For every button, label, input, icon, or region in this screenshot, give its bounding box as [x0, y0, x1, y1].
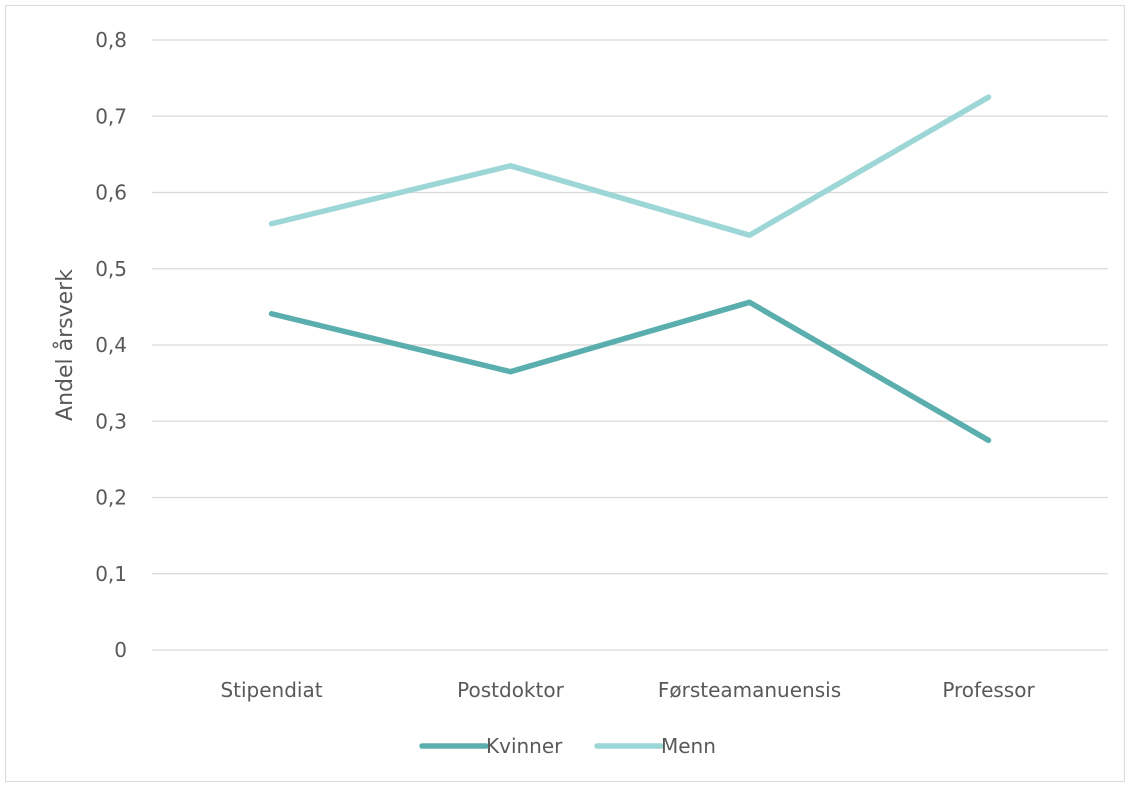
legend-label: Menn	[661, 734, 716, 758]
chart-frame	[5, 5, 1125, 782]
y-tick-label: 0,3	[95, 409, 127, 433]
x-axis-tick-labels: Stipendiat Postdoktor Førsteamanuensis Prof…	[220, 678, 1035, 702]
y-tick-label: 0,1	[95, 562, 127, 586]
series-lines	[268, 94, 992, 444]
x-tick-label: Førsteamanuensis	[658, 678, 841, 702]
legend: Kvinner Menn	[419, 734, 716, 758]
x-tick-label: Postdoktor	[457, 678, 564, 702]
y-tick-label: 0,2	[95, 486, 127, 510]
y-tick-label: 0,6	[95, 181, 127, 205]
gridlines	[152, 39, 1108, 651]
y-tick-label: 0,7	[95, 104, 127, 128]
x-tick-label: Professor	[942, 678, 1035, 702]
series-line-kvinner	[268, 299, 992, 444]
series-line-menn	[268, 94, 992, 238]
legend-item-kvinner: Kvinner	[419, 734, 563, 758]
y-axis-tick-labels: 0 0,1 0,2 0,3 0,4 0,5 0,6 0,7 0,8	[95, 28, 127, 662]
y-tick-label: 0,4	[95, 333, 127, 357]
y-tick-label: 0,8	[95, 28, 127, 52]
x-tick-label: Stipendiat	[220, 678, 322, 702]
y-axis-title: Andel årsverk	[52, 269, 78, 421]
legend-item-menn: Menn	[594, 734, 716, 758]
legend-label: Kvinner	[486, 734, 563, 758]
y-tick-label: 0,5	[95, 257, 127, 281]
y-tick-label: 0	[114, 638, 127, 662]
